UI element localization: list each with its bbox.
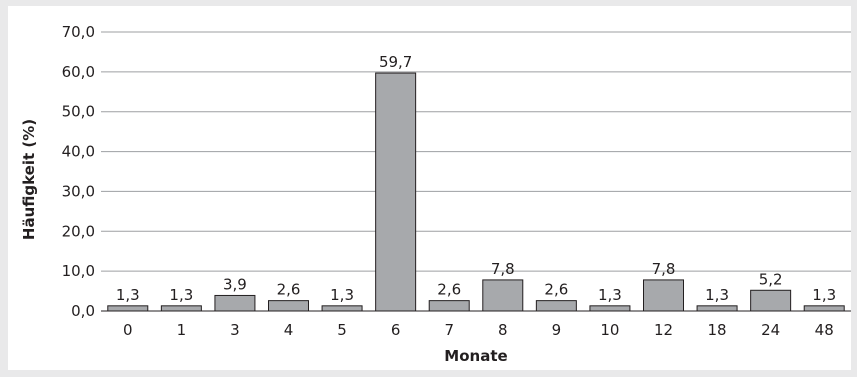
data-labels: 1,3 1,3 3,9 2,6 1,3 59,7 2,6 7,8 2,6 1,3 7,8 1,3 5,2… — [116, 53, 836, 304]
x-tick-label: 6 — [391, 321, 401, 339]
data-label-10: 1,3 — [598, 286, 622, 304]
data-label-18: 1,3 — [705, 286, 729, 304]
data-label-8: 7,8 — [491, 260, 515, 278]
y-tick-label: 30,0 — [62, 182, 95, 200]
x-tick-label: 24 — [761, 321, 780, 339]
bars — [107, 72, 845, 312]
x-tick-label: 18 — [708, 321, 727, 339]
data-label-7: 2,6 — [437, 281, 461, 299]
y-tick-label: 40,0 — [62, 143, 95, 161]
chart-frame: 0,0 10,0 20,0 30,0 40,0 50,0 60,0 70,0 1,3 1,3 3,… — [8, 6, 851, 370]
bar-5 — [321, 305, 363, 312]
data-label-9: 2,6 — [544, 281, 568, 299]
x-tick-label: 10 — [600, 321, 619, 339]
data-label-3: 3,9 — [223, 275, 247, 293]
bar-0 — [107, 305, 149, 312]
y-tick-label: 20,0 — [62, 222, 95, 240]
data-label-48: 1,3 — [812, 286, 836, 304]
data-label-24: 5,2 — [759, 270, 783, 288]
x-tick-label: 4 — [284, 321, 294, 339]
data-label-0: 1,3 — [116, 286, 140, 304]
bar-18 — [696, 305, 738, 312]
bar-10 — [589, 305, 631, 312]
bar-7 — [428, 300, 470, 312]
bar-3 — [214, 294, 256, 312]
bar-48 — [803, 305, 845, 312]
bar-24 — [750, 289, 792, 312]
y-tick-label: 10,0 — [62, 262, 95, 280]
y-axis-title: Häufigkeit (%) — [20, 119, 38, 240]
x-tick-label: 0 — [123, 321, 133, 339]
data-label-5: 1,3 — [330, 286, 354, 304]
bar-chart: 0,0 10,0 20,0 30,0 40,0 50,0 60,0 70,0 1,3 1,3 3,… — [20, 23, 851, 365]
x-tick-label: 12 — [654, 321, 673, 339]
x-tick-label: 7 — [444, 321, 454, 339]
data-label-1: 1,3 — [169, 286, 193, 304]
x-tick-label: 48 — [815, 321, 834, 339]
bar-12 — [643, 279, 684, 312]
y-tick-label: 70,0 — [62, 23, 95, 41]
x-tick-label: 1 — [177, 321, 187, 339]
x-axis-title: Monate — [444, 347, 507, 365]
bar-6 — [375, 72, 417, 312]
y-tick-label: 60,0 — [62, 63, 95, 81]
data-label-12: 7,8 — [652, 260, 676, 278]
y-tick-label: 0,0 — [71, 302, 95, 320]
gridlines — [101, 31, 851, 272]
bar-8 — [482, 279, 524, 312]
x-tick-label: 8 — [498, 321, 508, 339]
x-tick-label: 9 — [552, 321, 562, 339]
y-tick-label: 50,0 — [62, 103, 95, 121]
bar-1 — [160, 305, 202, 312]
data-label-4: 2,6 — [277, 281, 301, 299]
bar-4 — [268, 300, 309, 312]
data-label-6: 59,7 — [379, 53, 412, 71]
x-tick-label: 3 — [230, 321, 240, 339]
x-axis-tick-labels: 0 1 3 4 5 6 7 8 9 10 12 18 24 48 — [123, 321, 834, 339]
x-tick-label: 5 — [337, 321, 347, 339]
bar-9 — [535, 300, 577, 312]
y-axis-tick-labels: 0,0 10,0 20,0 30,0 40,0 50,0 60,0 70,0 — [62, 23, 95, 320]
